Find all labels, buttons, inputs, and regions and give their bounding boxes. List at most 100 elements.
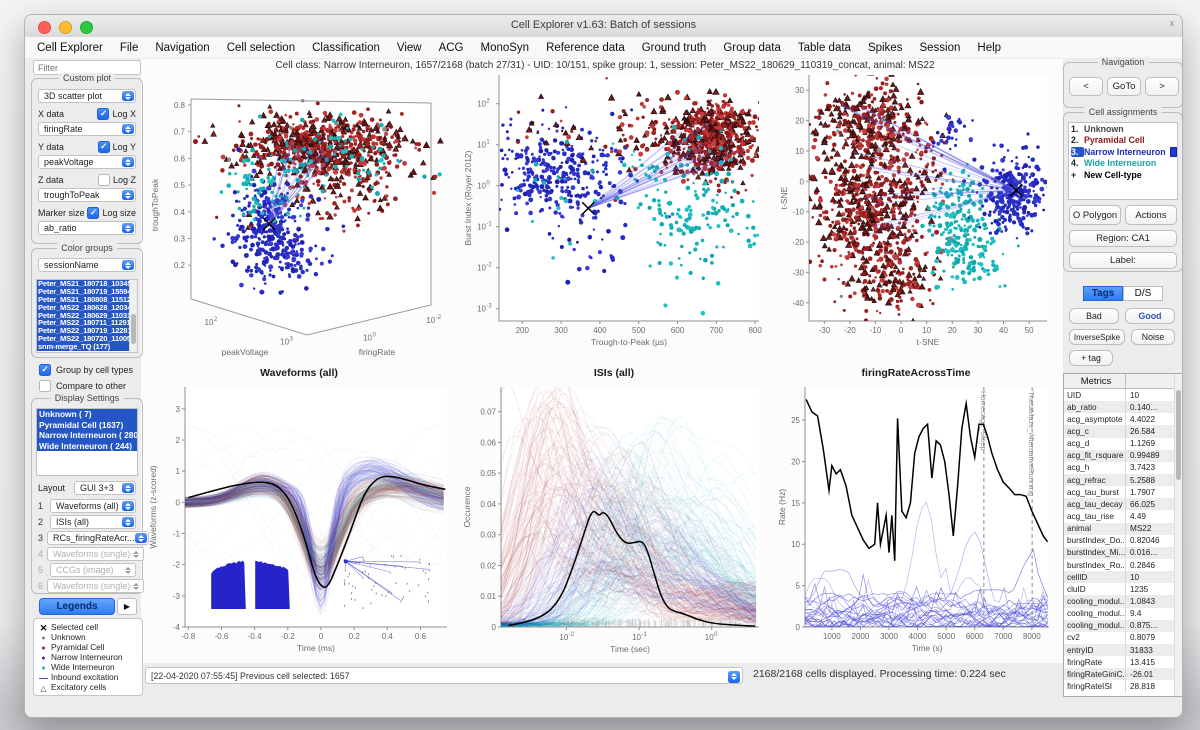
- session-list-item[interactable]: Peter_MS21_180719_15594: [37, 287, 137, 296]
- metrics-table-row[interactable]: entryID 31833: [1064, 643, 1182, 657]
- cell-assignment-item[interactable]: 2. Pyramidal Cell: [1071, 135, 1145, 146]
- custom-plot-type-dropdown[interactable]: 3D scatter plot: [38, 89, 136, 103]
- plot-slot-dropdown[interactable]: Waveforms (single): [47, 579, 145, 593]
- session-list-item[interactable]: Peter_MS22_180711_11291: [37, 319, 137, 328]
- metrics-table-row[interactable]: burstIndex_Do... 0.82046: [1064, 534, 1182, 547]
- metrics-table-row[interactable]: cooling_modul... 0.875...: [1064, 619, 1182, 632]
- cell-type-list[interactable]: Unknown ( 7) Pyramidal Cell (1637) Narrow …: [36, 408, 138, 476]
- metrics-table-row[interactable]: burstIndex_Ro... 0.2846: [1064, 558, 1182, 572]
- legends-button[interactable]: Legends: [39, 598, 115, 615]
- plot-slot-dropdown[interactable]: Waveforms (all): [50, 499, 136, 513]
- cell-type-list-item[interactable]: Pyramidal Cell (1637): [37, 419, 137, 430]
- menu-item[interactable]: File: [119, 41, 139, 54]
- cell-assignment-item[interactable]: 1. Unknown: [1071, 123, 1124, 134]
- menubar-overflow-icon[interactable]: x: [1169, 18, 1175, 28]
- axis-data-dropdown[interactable]: troughToPeak: [38, 188, 136, 202]
- axis-data-dropdown[interactable]: firingRate: [38, 122, 136, 136]
- metrics-table-row[interactable]: cellID 10: [1064, 571, 1182, 584]
- log-checkbox[interactable]: [97, 108, 110, 120]
- cell-type-list-item[interactable]: Wide Interneuron ( 244): [37, 440, 137, 451]
- tag-noise-button[interactable]: Noise: [1131, 329, 1175, 345]
- zoom-button[interactable]: [80, 21, 93, 34]
- metrics-table-row[interactable]: firingRateISI 28.818: [1064, 680, 1182, 693]
- metrics-table-row[interactable]: acg_h 3.7423: [1064, 461, 1182, 474]
- plot-slot-dropdown[interactable]: ISIs (all): [50, 515, 136, 529]
- add-tag-button[interactable]: + tag: [1069, 350, 1113, 366]
- session-list-item[interactable]: snm-merge_TQ (177): [37, 343, 137, 352]
- cell-assignment-list[interactable]: 1. Unknown 2. Pyramidal Cell 3. Narrow I…: [1068, 122, 1178, 200]
- region-button[interactable]: Region: CA1: [1069, 230, 1177, 247]
- session-list[interactable]: Peter_MS21_180718_10345 Peter_MS21_180719…: [36, 279, 138, 353]
- message-log-dropdown[interactable]: [22-04-2020 07:55:45] Previous cell sele…: [145, 667, 743, 684]
- metrics-scrollbar[interactable]: [1174, 374, 1182, 696]
- plot-slot-dropdown[interactable]: Waveforms (single): [47, 547, 145, 561]
- navigation-button[interactable]: >: [1145, 77, 1179, 96]
- menu-item[interactable]: Cell selection: [226, 41, 296, 54]
- log-checkbox[interactable]: [87, 207, 100, 219]
- navigation-button[interactable]: GoTo: [1107, 77, 1141, 96]
- navigation-button[interactable]: <: [1069, 77, 1103, 96]
- tag-tab[interactable]: D/S: [1123, 286, 1163, 301]
- metrics-table-row[interactable]: UID 10: [1064, 389, 1182, 402]
- cell-assignment-item[interactable]: + New Cell-type: [1071, 169, 1142, 180]
- actions-button[interactable]: Actions: [1125, 205, 1177, 225]
- session-list-scrollbar[interactable]: [129, 280, 137, 352]
- metrics-table-row[interactable]: burstIndex_Mi... 0.016...: [1064, 546, 1182, 559]
- menu-item[interactable]: View: [396, 41, 422, 54]
- metrics-table-row[interactable]: animal MS22: [1064, 522, 1182, 535]
- layout-dropdown[interactable]: GUI 3+3: [74, 481, 136, 495]
- waveforms-canvas[interactable]: [145, 381, 453, 665]
- session-list-item[interactable]: Peter_MS22_180719_12281: [37, 327, 137, 336]
- menu-item[interactable]: Help: [977, 41, 1002, 54]
- minimize-button[interactable]: [59, 21, 72, 34]
- metrics-table-row[interactable]: ab_ratio 0.140...: [1064, 401, 1182, 414]
- metrics-table-row[interactable]: acg_refrac 5.2588: [1064, 473, 1182, 487]
- metrics-table-row[interactable]: acg_c 26.584: [1064, 425, 1182, 438]
- compare-to-other-checkbox[interactable]: [39, 380, 51, 392]
- metrics-table-row[interactable]: firingRate 13.415: [1064, 656, 1182, 669]
- trough-vs-burst-canvas[interactable]: [459, 67, 769, 363]
- tag-tab[interactable]: Tags: [1083, 286, 1123, 301]
- metrics-table-row[interactable]: acg_asymptote 4.4022: [1064, 413, 1182, 426]
- session-list-item[interactable]: Peter_MS22_180628_12034: [37, 303, 137, 312]
- metrics-table[interactable]: Metrics UID 10 ab_ratio 0.140...: [1063, 373, 1182, 697]
- tag-good-button[interactable]: Good: [1125, 308, 1175, 324]
- cell-type-list-item[interactable]: Narrow Interneuron ( 280): [37, 430, 138, 441]
- firing-rate-canvas[interactable]: [775, 381, 1057, 665]
- metrics-table-row[interactable]: cv2 0.8079: [1064, 631, 1182, 644]
- isis-canvas[interactable]: [459, 381, 769, 665]
- session-list-item[interactable]: Peter_MS22_180720_11005: [37, 335, 137, 344]
- tag-bad-button[interactable]: Bad: [1069, 308, 1119, 324]
- session-list-item[interactable]: Peter_MS21_180808_11512: [37, 295, 137, 304]
- session-list-item[interactable]: Peter_MS22_180629_11031: [37, 311, 137, 320]
- axis-data-dropdown[interactable]: ab_ratio: [38, 221, 136, 235]
- log-checkbox[interactable]: [97, 174, 110, 186]
- custom-3d-scatter-canvas[interactable]: [145, 67, 453, 363]
- menu-item[interactable]: Ground truth: [641, 41, 707, 54]
- group-by-cell-types-checkbox[interactable]: [39, 364, 51, 376]
- plot-slot-dropdown[interactable]: CCGs (image): [50, 563, 136, 577]
- cell-type-list-item[interactable]: Unknown ( 7): [37, 409, 137, 420]
- metrics-table-row[interactable]: acg_fit_rsquare 0.99489: [1064, 449, 1182, 462]
- metrics-table-row[interactable]: cluID 1235: [1064, 583, 1182, 596]
- axis-data-dropdown[interactable]: peakVoltage: [38, 155, 136, 169]
- plot-slot-dropdown[interactable]: RCs_firingRateAcr...: [47, 531, 149, 545]
- menu-item[interactable]: MonoSyn: [480, 41, 530, 54]
- metrics-table-row[interactable]: acg_tau_rise 4.49: [1064, 510, 1182, 523]
- menu-item[interactable]: Group data: [723, 41, 781, 54]
- metrics-table-row[interactable]: acg_tau_decay 66.025: [1064, 498, 1182, 511]
- menu-item[interactable]: Navigation: [155, 41, 210, 54]
- menu-item[interactable]: Reference data: [546, 41, 625, 54]
- legends-play-button[interactable]: ▶: [117, 598, 137, 615]
- color-groups-dropdown[interactable]: sessionName: [38, 258, 136, 272]
- close-button[interactable]: [38, 21, 51, 34]
- session-list-item[interactable]: Peter_MS21_180718_10345: [37, 280, 137, 288]
- log-checkbox[interactable]: [97, 141, 110, 153]
- cell-assignment-item[interactable]: 3. Narrow Interneuron: [1069, 146, 1177, 158]
- tsne-canvas[interactable]: [775, 67, 1057, 363]
- polygon-button[interactable]: O Polygon: [1069, 205, 1121, 225]
- menu-item[interactable]: Cell Explorer: [37, 41, 103, 54]
- metrics-table-row[interactable]: acg_tau_burst 1.7907: [1064, 486, 1182, 499]
- menu-item[interactable]: Session: [919, 41, 961, 54]
- label-button[interactable]: Label:: [1069, 252, 1177, 269]
